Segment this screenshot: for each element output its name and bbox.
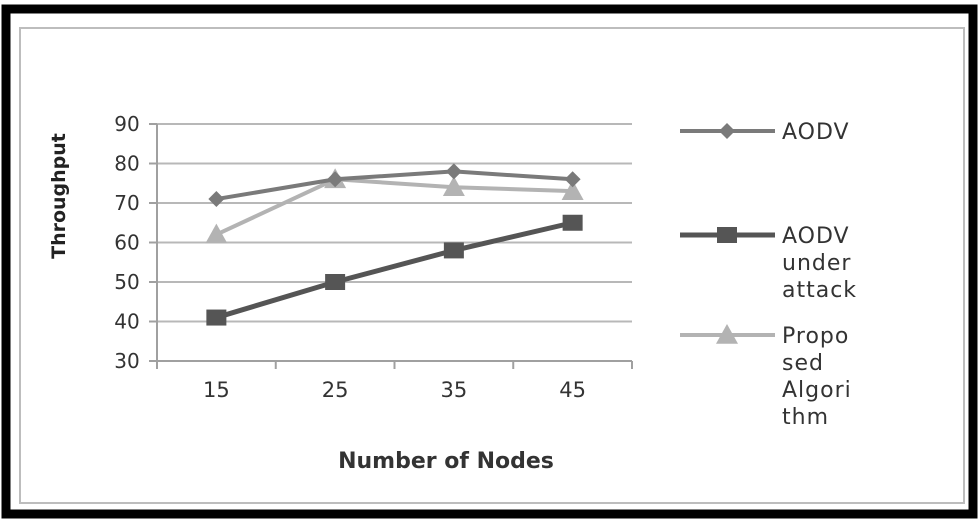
x-tick-label: 25 [322,378,349,402]
gridlines [157,123,632,323]
y-tick-label: 40 [114,310,139,334]
data-point [445,163,462,180]
data-point [562,214,583,231]
legend-marker [716,324,738,344]
series-line [216,169,573,202]
y-tick-label: 80 [114,152,139,176]
series-line [215,220,574,320]
data-point [206,309,227,326]
y-tick-label: 50 [114,270,139,294]
series-line [215,177,573,237]
legend-label: attack [782,278,857,303]
legend-label: under [782,251,851,276]
data-point [205,223,228,244]
legend-label: sed [782,351,824,376]
series-group [205,163,584,326]
chart-area-border [19,27,965,504]
y-axis-label: Throughput [48,133,70,259]
data-point [564,171,581,188]
y-tick-labels: 30 40 50 60 70 80 90 [114,112,139,373]
legend-label: thm [782,405,829,430]
x-tick-label: 35 [441,378,468,402]
y-tick-label: 90 [114,112,139,136]
data-point [442,176,465,196]
x-tick-labels: 15 25 35 45 [203,378,586,402]
y-tick-label: 30 [114,349,139,373]
data-point [443,242,464,259]
legend-label: AODV [782,224,850,249]
data-point [208,191,225,208]
axes [149,123,633,369]
data-point [325,274,346,290]
data-point [327,171,344,188]
legend-marker [717,227,737,243]
x-axis-label: Number of Nodes [338,449,554,474]
legend-marker [719,123,735,139]
y-tick-label: 60 [114,231,139,255]
legend-label: Algori [782,378,852,403]
data-point [561,180,584,200]
y-tick-label: 70 [114,191,139,215]
x-tick-label: 15 [203,378,230,402]
legend-label: AODV [782,120,850,145]
x-tick-label: 45 [559,378,586,402]
legend-label: Propo [782,324,849,349]
